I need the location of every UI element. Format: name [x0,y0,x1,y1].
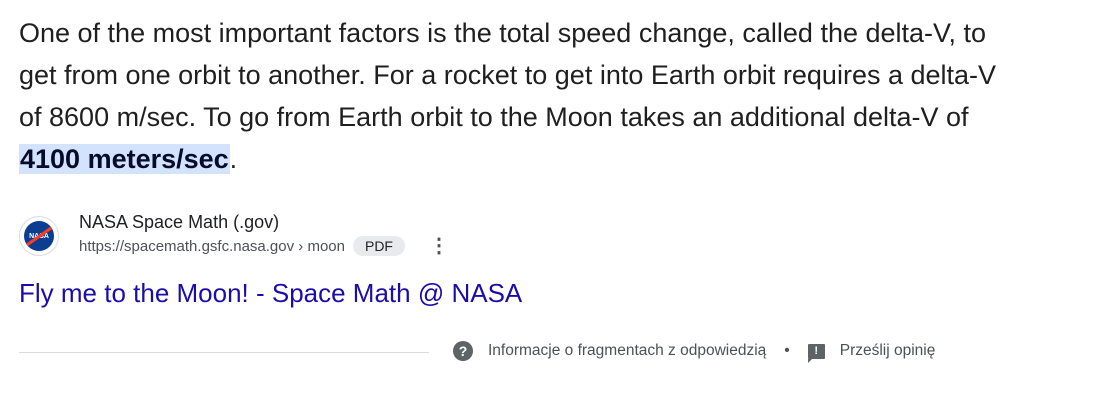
source-url[interactable]: https://spacemath.gsfc.nasa.gov › moon [79,237,345,255]
feedback-link[interactable]: Prześlij opinię [839,342,936,359]
more-options-icon[interactable]: ⋮ [428,235,449,257]
nasa-favicon-icon: NASA [19,216,59,256]
feedback-icon[interactable]: ! [807,343,825,363]
snippet-highlight: 4100 meters/sec [19,144,230,174]
pdf-badge: PDF [352,236,405,256]
site-name[interactable]: NASA Space Math (.gov) [79,212,280,232]
snippet-footer: ? Informacje o fragmentach z odpowiedzią… [453,341,936,363]
snippet-text-end: . [229,144,238,174]
about-snippets-link[interactable]: Informacje o fragmentach z odpowiedzią [488,342,767,359]
source-info[interactable]: NASA NASA Space Math (.gov) https://spac… [19,210,449,257]
result-title-link[interactable]: Fly me to the Moon! - Space Math @ NASA [19,278,523,308]
divider [19,352,429,353]
separator: • [784,342,790,359]
help-circle-icon[interactable]: ? [453,341,473,361]
snippet-text: One of the most important factors is the… [19,18,997,132]
featured-snippet-text: One of the most important factors is the… [19,12,1019,180]
